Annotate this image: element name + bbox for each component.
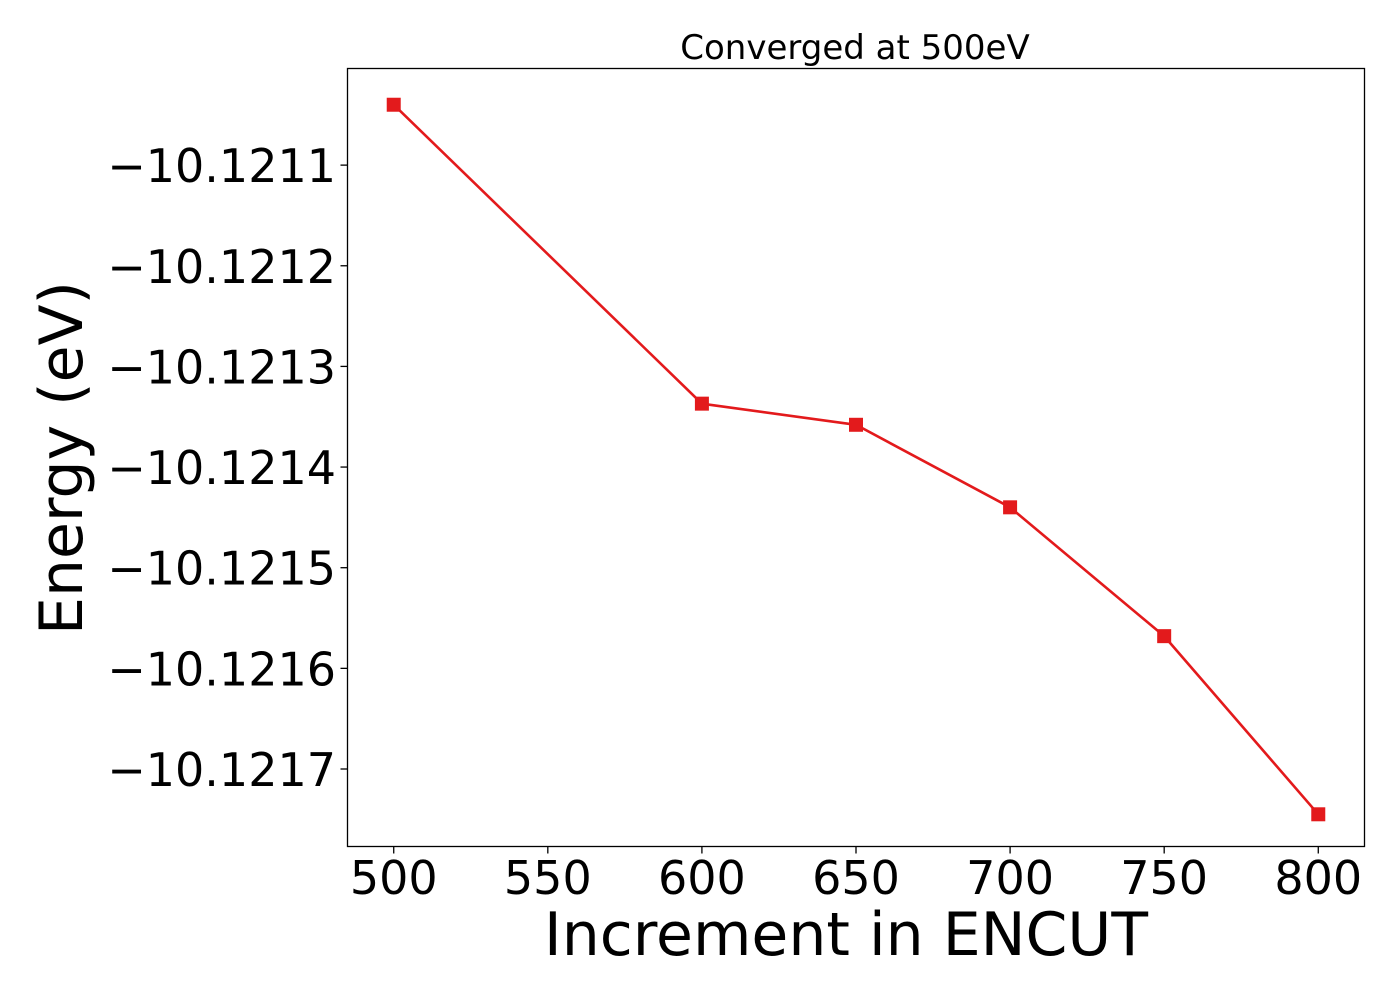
x-axis-ticks: 500 550 600 650 700 750 800	[350, 846, 1362, 905]
chart-title: Converged at 500eV	[680, 28, 1029, 68]
x-tick-label: 550	[504, 851, 592, 905]
series-layer	[386, 97, 1326, 822]
plot-area-frame	[346, 67, 1366, 848]
y-tick-label: −10.1214	[107, 441, 336, 495]
y-tick-label: −10.1216	[107, 642, 336, 696]
x-tick-label: 750	[1120, 851, 1208, 905]
x-axis-label: Increment in ENCUT	[544, 900, 1148, 970]
y-tick-label: −10.1211	[107, 139, 336, 193]
x-tick-label: 600	[658, 851, 746, 905]
data-point	[1157, 629, 1172, 644]
y-tick-label: −10.1217	[107, 743, 336, 797]
x-tick-label: 650	[812, 851, 900, 905]
x-tick-label: 800	[1274, 851, 1362, 905]
data-point	[849, 417, 863, 432]
y-tick-label: −10.1213	[107, 340, 336, 394]
y-axis-label: Energy (eV)	[27, 281, 97, 635]
y-tick-label: −10.1212	[107, 240, 336, 294]
y-axis-ticks: −10.1211 −10.1212 −10.1213 −10.1214 −10.1215…	[107, 139, 348, 797]
x-tick-label: 500	[350, 851, 438, 905]
series-line	[392, 103, 1320, 816]
data-point	[694, 396, 709, 411]
data-point	[1003, 500, 1018, 515]
x-tick-label: 700	[966, 851, 1054, 905]
y-tick-label: −10.1215	[107, 542, 336, 596]
data-point	[1311, 807, 1326, 822]
data-point	[386, 97, 401, 112]
